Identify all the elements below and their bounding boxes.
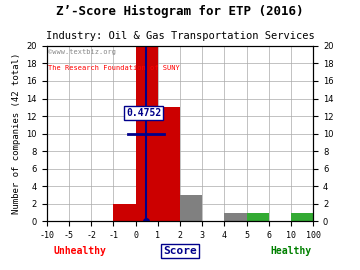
Bar: [291, 213, 313, 221]
Bar: [136, 46, 158, 221]
Text: ©www.textbiz.org: ©www.textbiz.org: [48, 49, 116, 55]
Bar: [224, 213, 247, 221]
Y-axis label: Number of companies (42 total): Number of companies (42 total): [12, 53, 21, 214]
Bar: [313, 213, 336, 221]
Text: Z’-Score Histogram for ETP (2016): Z’-Score Histogram for ETP (2016): [56, 5, 304, 18]
Bar: [247, 213, 269, 221]
Text: 0.4752: 0.4752: [126, 108, 162, 118]
Text: Healthy: Healthy: [270, 246, 311, 256]
Text: Score: Score: [163, 246, 197, 256]
Bar: [113, 204, 136, 221]
Bar: [158, 107, 180, 221]
Text: The Research Foundation of SUNY: The Research Foundation of SUNY: [48, 65, 180, 71]
Text: Unhealthy: Unhealthy: [54, 246, 107, 256]
Bar: [180, 195, 202, 221]
Text: Industry: Oil & Gas Transportation Services: Industry: Oil & Gas Transportation Servi…: [46, 31, 314, 41]
